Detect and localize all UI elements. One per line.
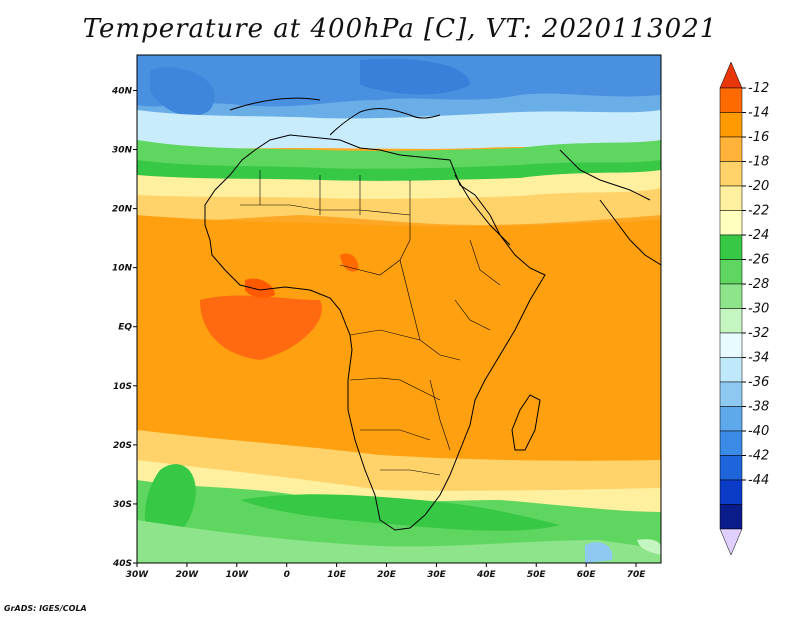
colorbar-label: -40 [748,424,769,439]
colorbar-swatch [719,87,743,113]
colorbar-label: -36 [748,375,769,390]
lon-tick-label: 40E [476,570,497,580]
colorbar-swatch [719,308,743,334]
colorbar-label: -34 [748,351,769,366]
colorbar-label: -12 [748,81,769,96]
colorbar-label: -16 [748,130,769,145]
colorbar-swatch [719,430,743,456]
lat-tick-label: 40N [111,86,133,96]
lat-tick-label: 20N [112,205,133,215]
lat-tick-label: 40S [112,559,132,569]
colorbar-label: -22 [748,204,769,219]
lon-tick-label: 60E [577,570,597,580]
lon-tick-label: 0 [284,570,290,580]
latitude-axis: 40N 30N 20N 10N EQ 10S 20S 30S 40S [111,86,137,569]
lon-tick-label: 10W [226,570,250,580]
colorbar-label: -38 [748,400,769,415]
lon-tick-label: 30W [126,570,150,580]
lat-tick-label: EQ [118,323,132,333]
lon-tick-label: 50E [527,570,547,580]
colorbar-bottom-triangle [719,528,743,556]
colorbar-swatch [719,185,743,211]
plot-frame [136,54,662,564]
colorbar: -12 -14 -16 -18 -20 -22 -24 -26 -28 -30 -32 -34 -36 -… [719,61,769,556]
lon-tick-label: 10E [327,570,347,580]
colorbar-label: -42 [748,449,769,464]
country-borders [240,170,501,476]
colorbar-swatch [719,283,743,309]
lat-tick-label: 10N [112,264,133,274]
colorbar-label: -20 [748,179,769,194]
colorbar-label: -14 [748,106,769,121]
colorbar-swatch [719,381,743,407]
temperature-field [137,55,661,563]
colorbar-top-triangle [719,61,743,89]
lon-tick-label: 20E [377,570,397,580]
colorbar-label: -44 [748,473,769,488]
lat-tick-label: 30S [113,500,132,510]
lon-tick-label: 30E [427,570,447,580]
colorbar-label: -30 [748,302,769,317]
colorbar-swatch [719,504,743,530]
colorbar-label: -24 [748,228,769,243]
colorbar-label: -26 [748,253,769,268]
colorbar-swatch [719,406,743,432]
lon-tick-label: 70E [627,570,647,580]
lat-tick-label: 30N [112,146,133,156]
lat-tick-label: 10S [113,382,132,392]
colorbar-swatch [719,259,743,285]
colorbar-swatch [719,332,743,358]
colorbar-label: -18 [748,155,769,170]
longitude-axis: 30W 20W 10W 0 10E 20E 30E 40E 50E 60E 70E [126,563,646,580]
colorbar-swatch [719,479,743,505]
colorbar-swatch [719,112,743,138]
chart-title: Temperature at 400hPa [C], VT: 202011302… [82,14,718,44]
colorbar-swatch [719,136,743,162]
colorbar-swatch [719,357,743,383]
colorbar-swatch [719,210,743,236]
lon-tick-label: 20W [176,570,200,580]
colorbar-swatch [719,161,743,187]
lat-tick-label: 20S [113,441,132,451]
colorbar-label: -28 [748,277,769,292]
footer-credit: GrADS: IGES/COLA [4,604,87,613]
coastlines [204,97,661,531]
colorbar-swatch [719,455,743,481]
colorbar-swatch [719,234,743,260]
colorbar-label: -32 [748,326,769,341]
